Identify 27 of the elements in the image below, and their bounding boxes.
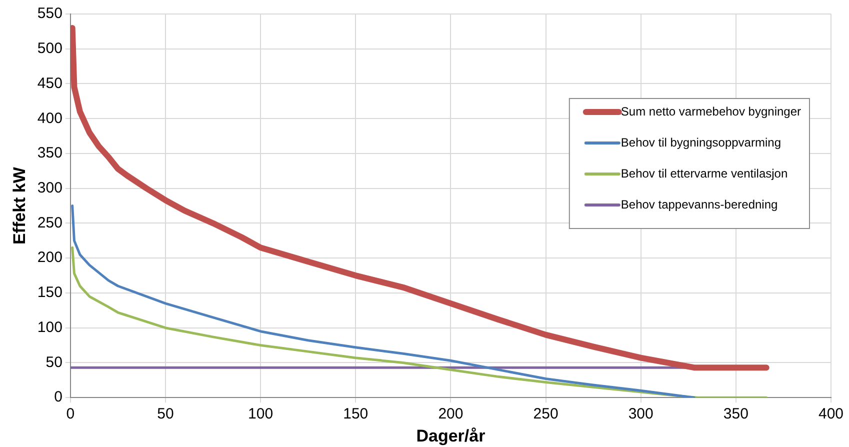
y-tick-label: 450: [37, 74, 62, 92]
x-tick-label: 0: [66, 406, 75, 423]
legend-label: Behov til bygningsoppvarming: [620, 135, 782, 150]
x-tick-label: 400: [818, 406, 844, 423]
y-tick-label: 500: [37, 40, 62, 58]
x-tick-label: 150: [343, 406, 368, 423]
y-tick-label: 300: [37, 180, 62, 197]
y-tick-label: 50: [46, 354, 62, 371]
x-axis-title: Dager/år: [416, 426, 486, 446]
x-tick-label: 200: [438, 406, 464, 423]
x-tick-label: 350: [723, 406, 748, 423]
y-tick-label: 400: [37, 110, 62, 127]
y-tick-label: 150: [37, 284, 62, 302]
y-tick-label: 200: [37, 249, 62, 266]
x-tick-label: 50: [157, 406, 174, 423]
y-tick-label: 100: [37, 318, 62, 336]
x-tick-label: 300: [628, 406, 654, 423]
y-tick-label: 350: [37, 144, 62, 162]
legend-label: Behov tappevanns-beredning: [620, 197, 778, 212]
x-tick-label: 250: [533, 406, 558, 423]
y-tick-label: 550: [37, 5, 62, 22]
x-tick-label: 100: [248, 406, 274, 423]
y-tick-label: 250: [37, 214, 62, 232]
y-tick-label: 0: [54, 388, 62, 406]
legend-label: Behov til ettervarme ventilasjon: [620, 166, 788, 180]
legend-label: Sum netto varmebehov bygninger: [620, 104, 802, 118]
y-axis-title: Effekt kW: [10, 166, 29, 245]
